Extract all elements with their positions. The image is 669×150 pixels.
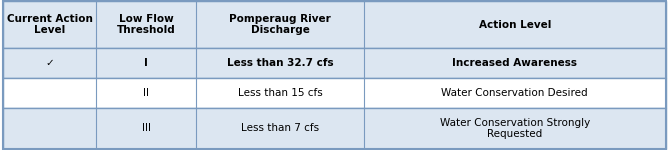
Text: Water Conservation Strongly
Requested: Water Conservation Strongly Requested (440, 118, 590, 139)
Text: I: I (145, 58, 148, 68)
Bar (3, 1, 666, 48)
Text: Less than 15 cfs: Less than 15 cfs (237, 88, 322, 98)
Text: Low Flow
Threshold: Low Flow Threshold (117, 14, 175, 35)
Text: Current Action
Level: Current Action Level (7, 14, 93, 35)
Text: Less than 7 cfs: Less than 7 cfs (241, 123, 319, 134)
Text: Pomperaug River
Discharge: Pomperaug River Discharge (229, 14, 331, 35)
Text: Less than 32.7 cfs: Less than 32.7 cfs (227, 58, 333, 68)
Text: Action Level: Action Level (478, 20, 551, 30)
Bar (3, 78, 666, 108)
Text: ✓: ✓ (45, 58, 54, 68)
Text: II: II (143, 88, 149, 98)
Bar (3, 48, 666, 78)
Bar (3, 108, 666, 149)
Text: Increased Awareness: Increased Awareness (452, 58, 577, 68)
Text: III: III (142, 123, 151, 134)
Text: Water Conservation Desired: Water Conservation Desired (442, 88, 588, 98)
